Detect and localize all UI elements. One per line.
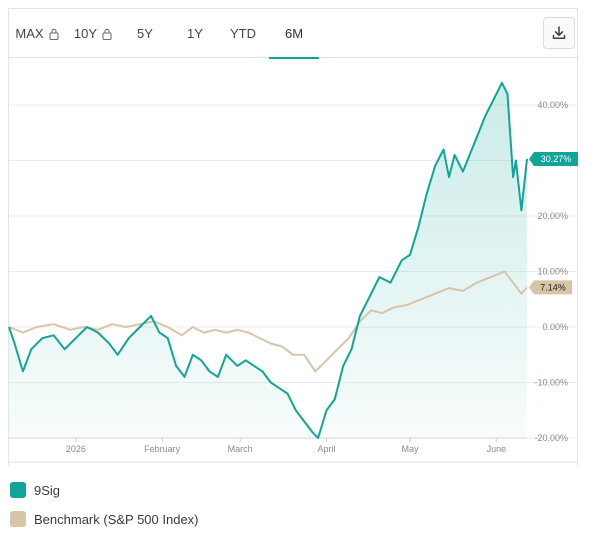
tab-5y-label: 5Y bbox=[137, 26, 153, 41]
download-button[interactable] bbox=[543, 17, 575, 49]
y-tick-label: 10.00% bbox=[537, 267, 568, 277]
tab-6m[interactable]: 6M bbox=[269, 9, 319, 59]
tab-10y-label: 10Y bbox=[73, 26, 98, 41]
end-label-text: 7.14% bbox=[540, 282, 566, 292]
lock-icon bbox=[49, 28, 59, 40]
tab-10y[interactable]: 10Y bbox=[69, 9, 117, 58]
end-label-benchmark: 7.14% bbox=[529, 280, 572, 295]
x-tick-label: June bbox=[487, 444, 507, 454]
tab-max[interactable]: MAX bbox=[11, 9, 63, 58]
chart-legend: 9Sig Benchmark (S&P 500 Index) bbox=[10, 482, 199, 540]
x-tick-label: 2026 bbox=[66, 444, 86, 454]
end-label-tag bbox=[529, 280, 572, 295]
download-icon bbox=[552, 26, 566, 40]
y-tick-label: 0.00% bbox=[542, 322, 568, 332]
legend-label-benchmark: Benchmark (S&P 500 Index) bbox=[34, 511, 199, 527]
tab-max-label: MAX bbox=[15, 26, 44, 41]
legend-swatch-9sig bbox=[10, 482, 26, 498]
x-tick-label: April bbox=[317, 444, 335, 454]
y-tick-label: -10.00% bbox=[534, 378, 568, 388]
end-label-tag bbox=[529, 152, 578, 167]
x-tick-label: February bbox=[144, 444, 181, 454]
legend-swatch-benchmark bbox=[10, 511, 26, 527]
x-tick-label: May bbox=[402, 444, 420, 454]
legend-label-9sig: 9Sig bbox=[34, 482, 61, 498]
tab-ytd[interactable]: YTD bbox=[221, 9, 265, 58]
tab-5y[interactable]: 5Y bbox=[125, 9, 165, 58]
tab-6m-label: 6M bbox=[284, 26, 304, 41]
legend-item-benchmark[interactable]: Benchmark (S&P 500 Index) bbox=[10, 511, 199, 527]
tab-1y-label: 1Y bbox=[187, 26, 203, 41]
lock-icon bbox=[102, 28, 112, 40]
y-tick-label: -20.00% bbox=[534, 433, 568, 443]
tab-1y[interactable]: 1Y bbox=[175, 9, 215, 58]
performance-line-chart: 40.00%30.00%20.00%10.00%0.00%-10.00%-20.… bbox=[8, 81, 578, 463]
end-label-text: 30.27% bbox=[541, 154, 572, 164]
tab-ytd-label: YTD bbox=[230, 26, 256, 41]
end-label-9sig: 30.27% bbox=[529, 152, 578, 167]
series-line-9sig bbox=[8, 81, 528, 439]
x-tick-label: March bbox=[228, 444, 253, 454]
legend-item-9sig[interactable]: 9Sig bbox=[10, 482, 199, 498]
y-tick-label: 40.00% bbox=[537, 100, 568, 110]
y-tick-label: 20.00% bbox=[537, 211, 568, 221]
performance-chart-card: MAX 10Y 5Y 1Y YTD 6M bbox=[8, 8, 579, 466]
period-tabs: MAX 10Y 5Y 1Y YTD 6M bbox=[9, 9, 579, 59]
series-area-9sig bbox=[9, 82, 527, 439]
series-line-benchmark bbox=[8, 270, 528, 373]
